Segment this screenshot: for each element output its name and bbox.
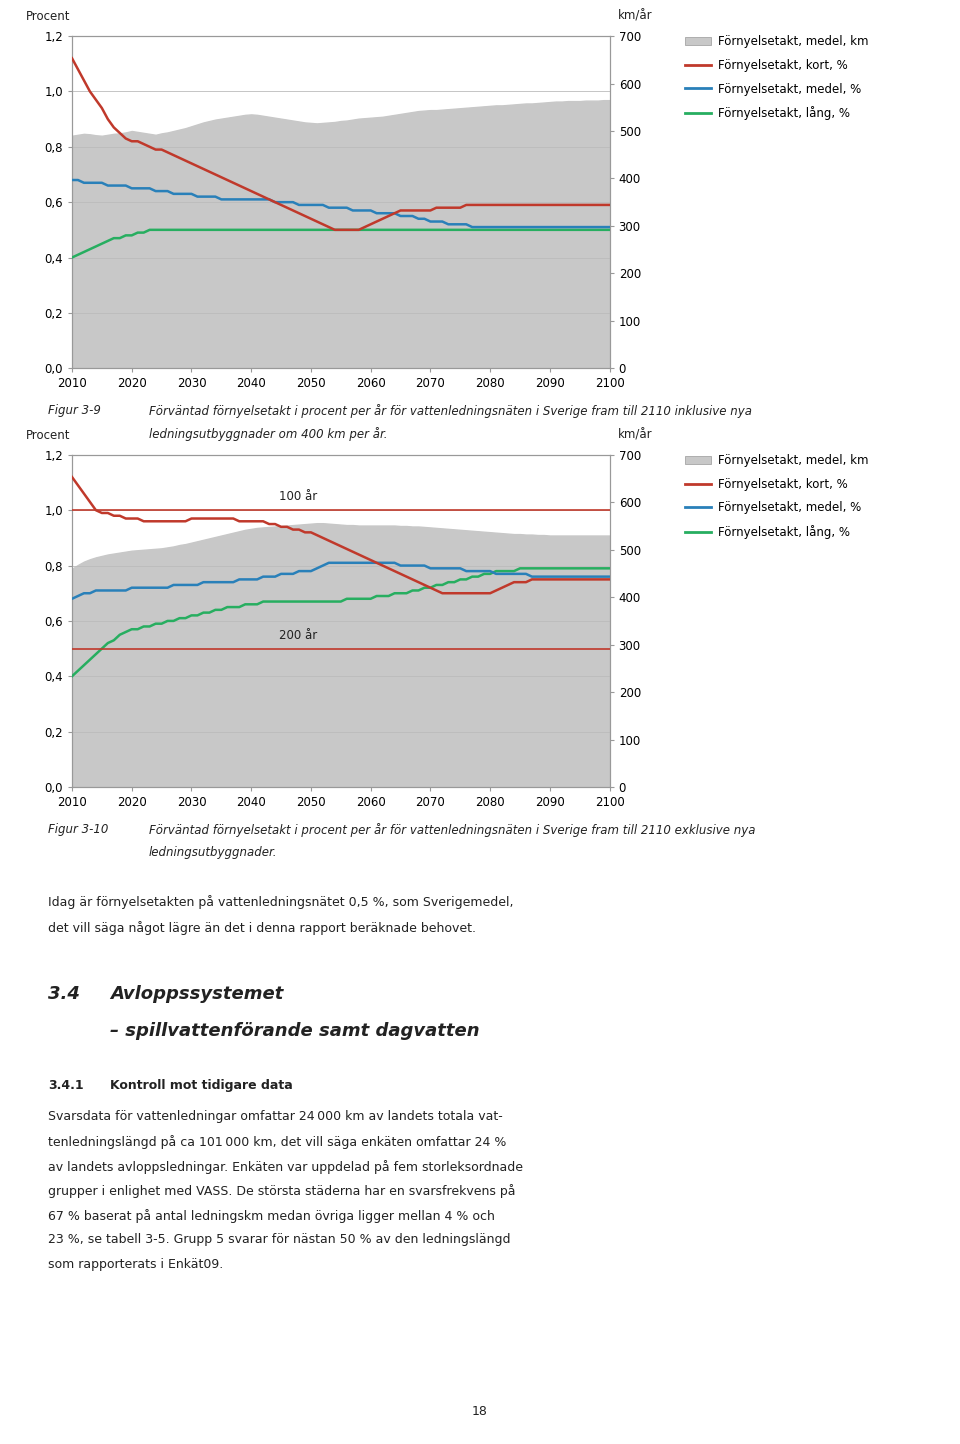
Text: Procent: Procent <box>26 429 71 442</box>
Text: 100 år: 100 år <box>278 491 317 504</box>
Text: Avloppssystemet: Avloppssystemet <box>110 985 284 1002</box>
Text: 67 % baserat på antal ledningskm medan övriga ligger mellan 4 % och: 67 % baserat på antal ledningskm medan ö… <box>48 1209 494 1223</box>
Text: Förväntad förnyelsetakt i procent per år för vattenledningsnäten i Sverige fram : Förväntad förnyelsetakt i procent per år… <box>149 823 756 838</box>
Text: som rapporterats i Enkät09.: som rapporterats i Enkät09. <box>48 1258 224 1271</box>
Text: 23 %, se tabell 3-5. Grupp 5 svarar för nästan 50 % av den ledningslängd: 23 %, se tabell 3-5. Grupp 5 svarar för … <box>48 1233 511 1246</box>
Text: av landets avloppsledningar. Enkäten var uppdelad på fem storleksordnade: av landets avloppsledningar. Enkäten var… <box>48 1160 523 1174</box>
Text: 200 år: 200 år <box>278 628 317 641</box>
Legend: Förnyelsetakt, medel, km, Förnyelsetakt, kort, %, Förnyelsetakt, medel, %, Förny: Förnyelsetakt, medel, km, Förnyelsetakt,… <box>685 453 869 539</box>
Text: ledningsutbyggnader om 400 km per år.: ledningsutbyggnader om 400 km per år. <box>149 427 387 442</box>
Text: Figur 3-10: Figur 3-10 <box>48 823 108 836</box>
Text: km/år: km/år <box>618 10 653 23</box>
Text: 3.4.1: 3.4.1 <box>48 1079 84 1092</box>
Text: – spillvattenförande samt dagvatten: – spillvattenförande samt dagvatten <box>110 1022 480 1040</box>
Text: Procent: Procent <box>26 10 71 23</box>
Text: grupper i enlighet med VASS. De största städerna har en svarsfrekvens på: grupper i enlighet med VASS. De största … <box>48 1184 516 1199</box>
Text: Förväntad förnyelsetakt i procent per år för vattenledningsnäten i Sverige fram : Förväntad förnyelsetakt i procent per år… <box>149 404 752 419</box>
Text: Kontroll mot tidigare data: Kontroll mot tidigare data <box>110 1079 293 1092</box>
Text: det vill säga något lägre än det i denna rapport beräknade behovet.: det vill säga något lägre än det i denna… <box>48 921 476 936</box>
Text: km/år: km/år <box>618 429 653 442</box>
Text: 3.4: 3.4 <box>48 985 80 1002</box>
Text: Figur 3-9: Figur 3-9 <box>48 404 101 417</box>
Text: 18: 18 <box>472 1405 488 1418</box>
Text: Svarsdata för vattenledningar omfattar 24 000 km av landets totala vat-: Svarsdata för vattenledningar omfattar 2… <box>48 1110 503 1123</box>
Text: tenledningslängd på ca 101 000 km, det vill säga enkäten omfattar 24 %: tenledningslängd på ca 101 000 km, det v… <box>48 1135 506 1149</box>
Legend: Förnyelsetakt, medel, km, Förnyelsetakt, kort, %, Förnyelsetakt, medel, %, Förny: Förnyelsetakt, medel, km, Förnyelsetakt,… <box>685 35 869 120</box>
Text: Idag är förnyelsetakten på vattenledningsnätet 0,5 %, som Sverigemedel,: Idag är förnyelsetakten på vattenledning… <box>48 895 514 910</box>
Text: ledningsutbyggnader.: ledningsutbyggnader. <box>149 846 277 859</box>
